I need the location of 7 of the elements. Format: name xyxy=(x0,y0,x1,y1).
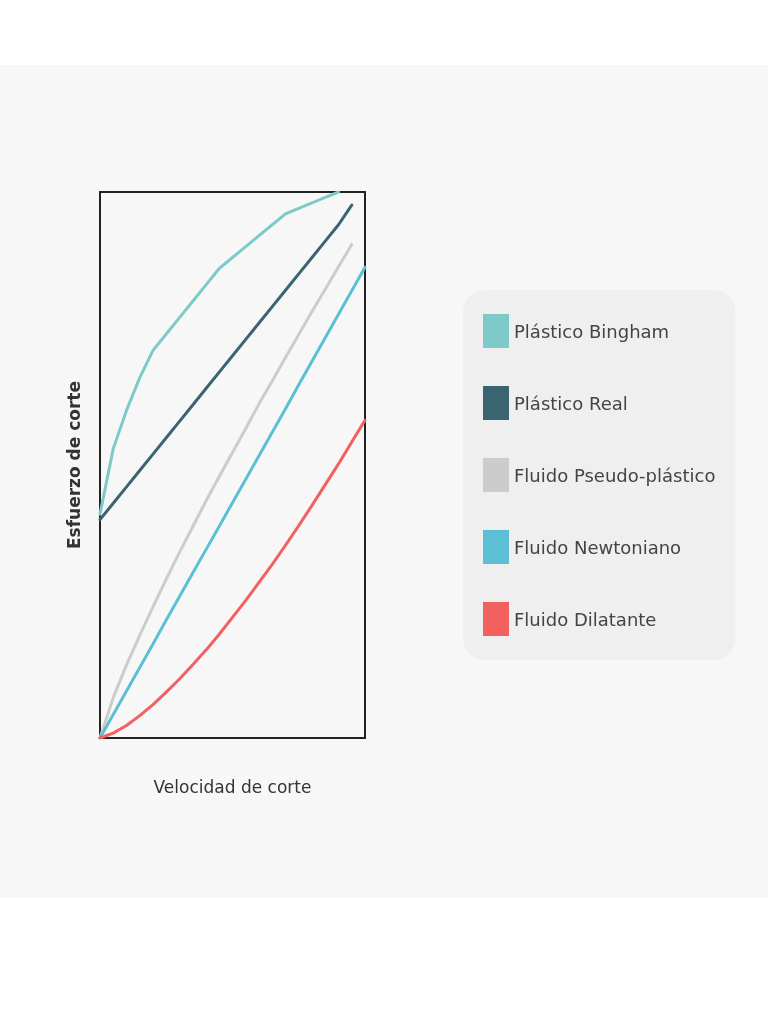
x-axis-title: Velocidad de corte xyxy=(153,776,312,797)
legend-label: Fluido Newtoniano xyxy=(514,536,682,558)
legend-label: Fluido Dilatante xyxy=(514,608,657,630)
y-axis-title: Esfuerzo de corte xyxy=(63,380,84,550)
legend-label: Fluido Pseudo-plástico xyxy=(514,464,716,486)
legend-label: Plástico Bingham xyxy=(514,320,670,342)
legend-label: Plástico Real xyxy=(514,392,628,414)
